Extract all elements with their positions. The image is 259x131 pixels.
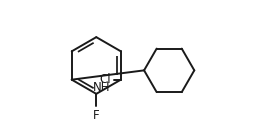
Text: F: F [93,109,100,122]
Text: NH: NH [92,81,110,94]
Text: Cl: Cl [99,73,111,86]
